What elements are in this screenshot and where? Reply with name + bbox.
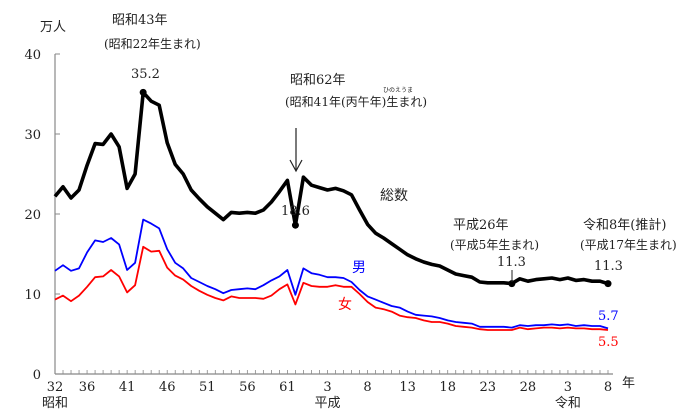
series-label-total: 総数 [380, 188, 408, 204]
annotation-arrow-head [289, 159, 303, 173]
annotation-hinoeuma-sub: (昭和41年(丙午年)生まれ) [285, 95, 427, 109]
x-tick-label: 46 [159, 380, 176, 395]
x-tick-label: 51 [199, 380, 216, 395]
x-tick-label: 32 [47, 380, 64, 395]
annotation-hinoeuma-value: 18.6 [281, 204, 310, 219]
series-lines [53, 88, 612, 331]
data-point-hinoeuma [291, 221, 299, 229]
annotation-hinoeuma-ruby: ひのえうま [383, 87, 413, 94]
annotation-r8-title: 令和8年(推計) [583, 217, 666, 233]
annotation-peak-title: 昭和43年 [112, 13, 168, 28]
y-tick-label: 0 [33, 368, 41, 383]
annotation-r8-sub: (平成17年生まれ) [580, 238, 677, 252]
tick-labels: 0 10 20 30 40 32 36 41 46 51 56 61 3 8 13 18 23 28 3 8 昭和 平成 令… [24, 48, 635, 411]
annotation-h26-sub: (平成5年生まれ) [450, 238, 539, 252]
data-point-peak [139, 88, 147, 96]
x-tick-label: 3 [323, 380, 331, 395]
x-tick-label: 36 [79, 380, 96, 395]
annotation-r8-value: 11.3 [594, 259, 623, 274]
series-line-total [53, 90, 609, 286]
x-tick-label: 18 [439, 380, 456, 395]
x-tick-label: 61 [279, 380, 296, 395]
x-tick-label: 28 [520, 380, 537, 395]
data-point-h26 [508, 280, 516, 288]
y-axis-unit: 万人 [40, 20, 66, 35]
x-tick-label: 41 [119, 380, 136, 395]
x-tick-label: 8 [363, 380, 371, 395]
series-line-male [54, 218, 609, 330]
y-tick-label: 40 [24, 48, 41, 63]
era-label: 昭和 [42, 396, 68, 411]
x-tick-label: 23 [480, 380, 497, 395]
data-point-r8 [604, 280, 612, 288]
y-tick-label: 30 [24, 128, 41, 143]
era-label: 平成 [314, 396, 340, 411]
annotation-peak-value: 35.2 [131, 67, 160, 82]
axes [54, 53, 613, 375]
x-tick-label: 13 [399, 380, 416, 395]
series-line-female [54, 245, 609, 331]
x-tick-label: 56 [239, 380, 256, 395]
annotation-peak-sub: (昭和22年生まれ) [104, 37, 201, 51]
x-tick-label: 3 [564, 380, 572, 395]
x-tick-label: 8 [604, 380, 612, 395]
annotation-hinoeuma-title: 昭和62年 [290, 73, 346, 88]
series-label-female: 女 [338, 296, 352, 313]
y-tick-label: 10 [24, 288, 41, 303]
series-label-male: 男 [352, 260, 366, 276]
annotation-h26-value: 11.3 [497, 255, 526, 270]
male-end-value: 5.7 [598, 309, 619, 324]
annotation-h26-title: 平成26年 [453, 218, 509, 233]
y-tick-label: 20 [24, 208, 41, 223]
x-axis-unit: 年 [622, 376, 635, 391]
female-end-value: 5.5 [598, 335, 619, 350]
era-label: 令和 [555, 396, 581, 411]
